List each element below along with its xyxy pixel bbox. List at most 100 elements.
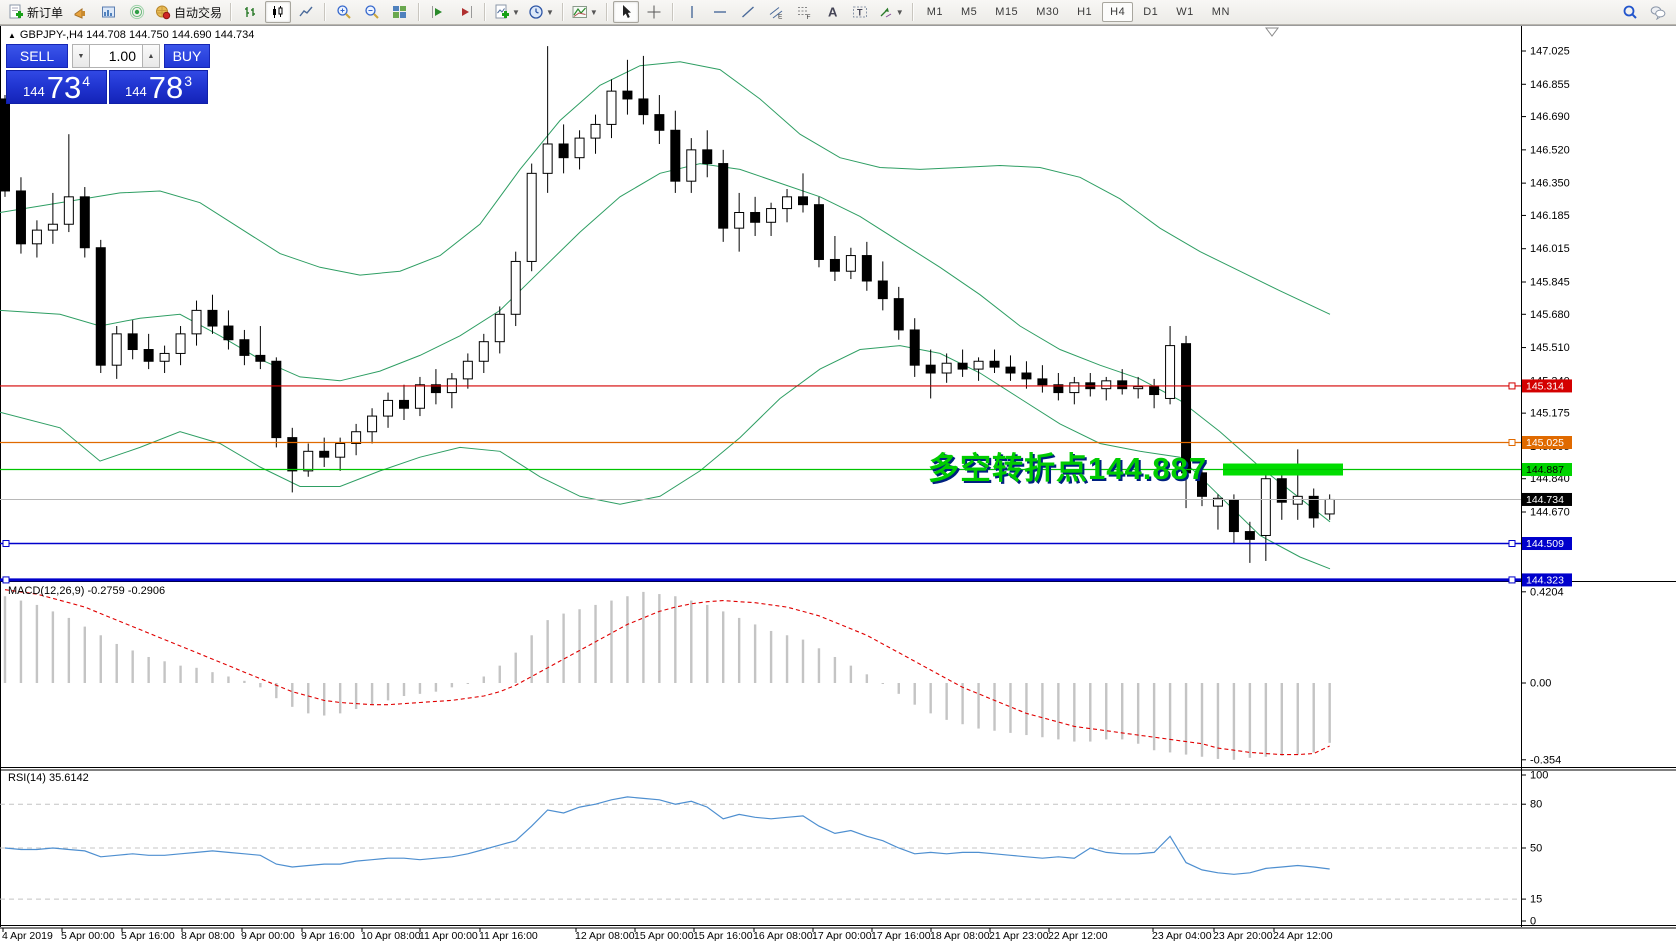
buy-price-button[interactable]: 144 78 3: [109, 70, 208, 104]
toolbar: 新订单 自动交易 ▼ ▼ ▼ E F A T ▼ M1 M5 M15 M30 H1 H4 D1 W1 MN: [0, 0, 1676, 25]
dropdown-arrow-icon: ▼: [512, 7, 520, 17]
zoom-out-button[interactable]: [359, 1, 385, 23]
svg-text:9 Apr 16:00: 9 Apr 16:00: [301, 930, 355, 942]
crosshair-button[interactable]: [641, 1, 667, 23]
market-watch-button[interactable]: [96, 1, 122, 23]
rsi-indicator-label: RSI(14) 35.6142: [8, 772, 89, 784]
svg-text:22 Apr 12:00: 22 Apr 12:00: [1048, 930, 1108, 942]
shapes-button[interactable]: ▼: [875, 1, 907, 23]
svg-text:11 Apr 16:00: 11 Apr 16:00: [479, 930, 538, 942]
volume-decrease-button[interactable]: ▼: [72, 44, 90, 68]
svg-text:144.670: 144.670: [1530, 506, 1570, 518]
fibonacci-button[interactable]: F: [791, 1, 817, 23]
rsi-pane: [0, 796, 1521, 900]
search-button[interactable]: [1617, 1, 1643, 23]
svg-text:0: 0: [1530, 916, 1536, 928]
timeframe-h1-button[interactable]: H1: [1077, 6, 1093, 18]
svg-text:145.845: 145.845: [1530, 276, 1570, 288]
svg-text:50: 50: [1530, 843, 1542, 855]
toolbar-separator: [561, 3, 564, 21]
new-order-button[interactable]: 新订单: [5, 1, 66, 23]
alerts-button[interactable]: [68, 1, 94, 23]
svg-text:146.690: 146.690: [1530, 111, 1570, 123]
timeframe-m1-button[interactable]: M1: [926, 6, 943, 18]
svg-text:144.887: 144.887: [1526, 464, 1564, 476]
tile-windows-button[interactable]: [387, 1, 413, 23]
trendline-button[interactable]: [735, 1, 761, 23]
trend-note-text[interactable]: 多空转折点144.887: [928, 451, 1208, 486]
signals-button[interactable]: [124, 1, 150, 23]
hline-144.323[interactable]: 144.323: [0, 573, 1572, 587]
sell-price-pipette: 4: [82, 73, 90, 89]
hline-145.314[interactable]: 145.314: [0, 379, 1572, 393]
svg-text:10 Apr 08:00: 10 Apr 08:00: [361, 930, 421, 942]
buy-price-prefix: 144: [125, 84, 147, 99]
svg-text:80: 80: [1530, 799, 1542, 811]
toolbar-separator: [230, 3, 233, 21]
hline-144.734[interactable]: 144.734: [0, 492, 1572, 506]
macd-pane: [3, 589, 1331, 760]
dropdown-arrow-icon: ▼: [895, 7, 904, 17]
timeframe-d1-button[interactable]: D1: [1143, 6, 1159, 18]
timeframe-mn-button[interactable]: MN: [1211, 6, 1230, 18]
symbol-collapse-icon[interactable]: ▲: [8, 31, 16, 40]
profiles-button[interactable]: ▼: [525, 1, 557, 23]
sell-price-button[interactable]: 144 73 4: [6, 70, 107, 104]
svg-text:T: T: [857, 8, 863, 18]
chart-shift-button[interactable]: [453, 1, 479, 23]
timeframe-m15-button[interactable]: M15: [995, 6, 1019, 18]
svg-text:15: 15: [1530, 894, 1542, 906]
svg-text:144.509: 144.509: [1526, 538, 1564, 550]
horizontal-line-button[interactable]: [707, 1, 733, 23]
cursor-button[interactable]: [612, 1, 639, 23]
chat-button[interactable]: [1645, 1, 1671, 23]
indicators-button[interactable]: ▼: [569, 1, 601, 23]
zoom-in-button[interactable]: [331, 1, 357, 23]
bar-chart-icon: [245, 7, 256, 17]
horizontal-line-icon: [713, 11, 726, 13]
svg-text:146.350: 146.350: [1530, 178, 1570, 190]
timeframe-m5-button[interactable]: M5: [961, 6, 978, 18]
chart-shift-marker-icon[interactable]: [1265, 27, 1279, 37]
vertical-line-button[interactable]: [679, 1, 705, 23]
bar-chart-button[interactable]: [237, 1, 263, 23]
svg-text:21 Apr 23:00: 21 Apr 23:00: [989, 930, 1049, 942]
hline-144.887[interactable]: 144.887: [0, 463, 1572, 477]
line-chart-button[interactable]: [293, 1, 319, 23]
buy-price-big: 78: [148, 69, 184, 105]
svg-text:9 Apr 00:00: 9 Apr 00:00: [241, 930, 295, 942]
timeframe-w1-button[interactable]: W1: [1176, 6, 1194, 18]
new-chart-icon: [495, 4, 510, 19]
text-button[interactable]: A: [819, 1, 845, 23]
autotrading-button[interactable]: 自动交易: [152, 1, 225, 23]
dropdown-arrow-icon: ▼: [589, 7, 598, 17]
channel-button[interactable]: E: [763, 1, 789, 23]
line-chart-icon: [299, 6, 313, 17]
timeframe-h4-button[interactable]: H4: [1102, 2, 1134, 22]
time-axis[interactable]: 4 Apr 2019 5 Apr 00:00 5 Apr 16:00 8 Apr 08…: [2, 928, 1333, 942]
macd-indicator-label: MACD(12,26,9) -0.2759 -0.2906: [8, 585, 166, 597]
svg-text:17 Apr 00:00: 17 Apr 00:00: [812, 930, 872, 942]
svg-text:5 Apr 00:00: 5 Apr 00:00: [61, 930, 115, 942]
text-label-button[interactable]: T: [847, 1, 873, 23]
svg-text:0.00: 0.00: [1530, 678, 1551, 690]
candlestick-chart-button[interactable]: [265, 1, 292, 23]
volume-input[interactable]: [90, 44, 142, 68]
volume-increase-button[interactable]: ▲: [142, 44, 160, 68]
sell-button[interactable]: SELL: [6, 44, 68, 68]
chart-shift-icon: [462, 6, 473, 18]
auto-scroll-button[interactable]: [425, 1, 451, 23]
svg-text:146.855: 146.855: [1530, 79, 1570, 91]
new-chart-button[interactable]: ▼: [491, 1, 523, 23]
hline-144.509[interactable]: 144.509: [0, 537, 1572, 551]
timeframe-m30-button[interactable]: M30: [1036, 6, 1060, 18]
toolbar-separator: [605, 3, 608, 21]
svg-text:17 Apr 16:00: 17 Apr 16:00: [871, 930, 931, 942]
svg-text:15 Apr 16:00: 15 Apr 16:00: [693, 930, 753, 942]
svg-text:144.323: 144.323: [1526, 574, 1564, 586]
hline-145.025[interactable]: 145.025: [0, 436, 1572, 450]
svg-text:8 Apr 08:00: 8 Apr 08:00: [181, 930, 235, 942]
candlestick-icon: [273, 6, 283, 18]
buy-button[interactable]: BUY: [164, 44, 210, 68]
